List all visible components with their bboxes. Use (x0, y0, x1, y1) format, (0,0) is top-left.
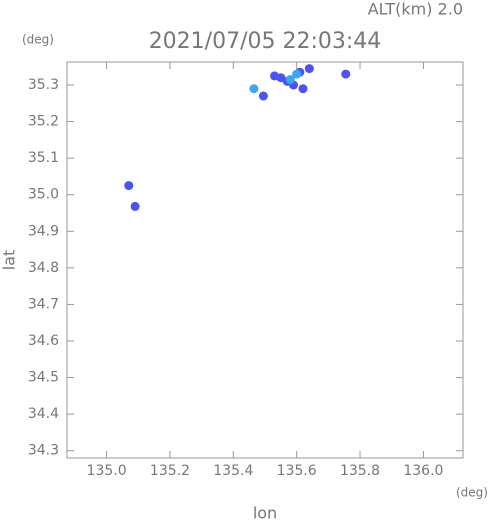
y-tick-label: 35.2 (28, 114, 59, 130)
echo-point (292, 69, 302, 79)
echo-point (285, 75, 295, 85)
chart-title: 2021/07/05 22:03:44 (149, 29, 382, 54)
x-tick-label: 135.0 (87, 463, 127, 479)
y-tick-label: 35.0 (28, 187, 59, 203)
echo-point (298, 84, 308, 94)
y-tick-label: 34.3 (28, 443, 59, 459)
x-axis-label: lon (253, 504, 277, 521)
echo-point (304, 64, 314, 74)
y-tick-label: 34.5 (28, 370, 59, 386)
x-unit: (deg) (456, 486, 488, 500)
y-tick-label: 35.3 (28, 77, 59, 93)
y-tick-label: 34.9 (28, 223, 59, 239)
x-tick-label: 135.2 (150, 463, 190, 479)
y-tick-label: 34.8 (28, 260, 59, 276)
echo-point (130, 201, 140, 211)
y-tick-label: 35.1 (28, 150, 59, 166)
echo-point (249, 84, 259, 94)
plot-frame (66, 61, 464, 459)
altitude-label: ALT(km) 2.0 (368, 0, 463, 19)
x-tick-label: 135.6 (277, 463, 317, 479)
y-tick-label: 34.6 (28, 333, 59, 349)
echo-point (270, 71, 280, 81)
x-tick-label: 135.8 (340, 463, 380, 479)
y-tick-label: 34.4 (28, 406, 59, 422)
echo-point (341, 69, 351, 79)
x-tick-label: 135.4 (213, 463, 253, 479)
echo-point (124, 181, 134, 191)
x-tick-label: 136.0 (403, 463, 443, 479)
y-tick-label: 34.7 (28, 296, 59, 312)
y-axis-label: lat (0, 250, 19, 271)
y-unit: (deg) (22, 33, 54, 47)
echo-point (258, 91, 268, 101)
